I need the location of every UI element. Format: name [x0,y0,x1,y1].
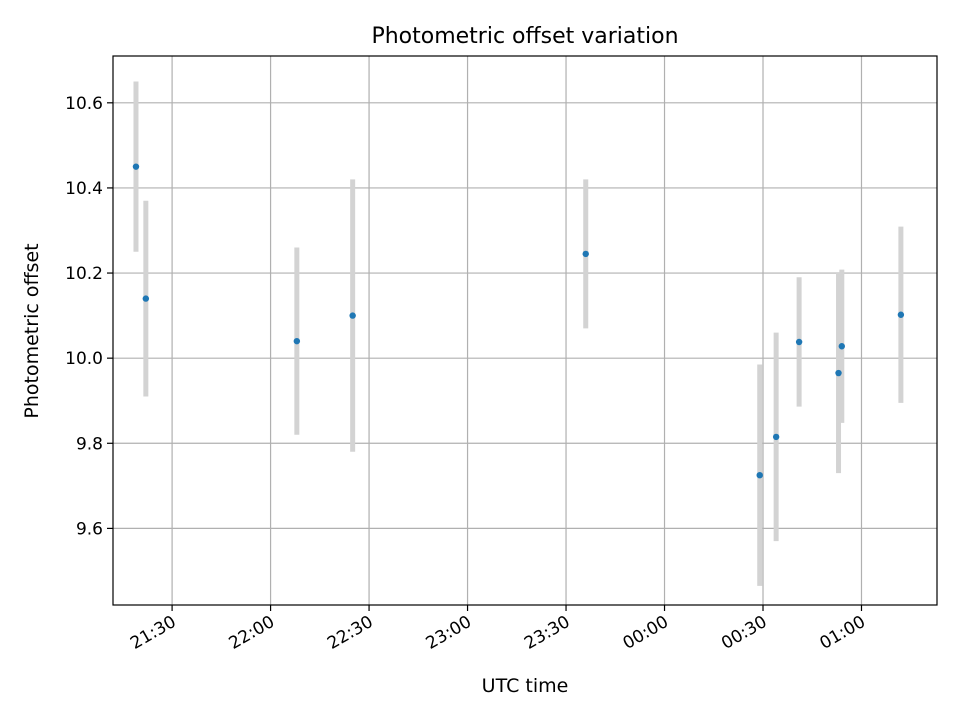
data-point [897,311,905,318]
x-tick-label: 23:30 [521,612,573,654]
y-tick-label: 9.8 [76,434,103,454]
data-point [756,471,763,479]
x-axis-label: UTC time [482,675,569,697]
y-tick-label: 10.0 [65,349,103,369]
data-points [132,163,905,479]
x-tick-label: 22:00 [226,612,278,654]
data-point [293,337,301,345]
x-tick-label: 23:00 [423,612,475,654]
x-tick-label: 00:00 [620,612,672,654]
x-tick-label: 22:30 [324,612,376,654]
plot-frame [112,55,938,606]
y-axis-ticks: 9.6 9.8 10.0 10.2 10.4 10.6 [65,94,113,539]
y-tick-label: 10.6 [65,94,103,114]
data-point [132,163,140,170]
chart-title: Photometric offset variation [371,24,678,49]
x-axis-ticks: 21:30 22:00 22:30 23:00 23:30 00:00 00:30 01:00 [127,605,869,654]
grid-lines [113,56,937,605]
x-tick-label: 00:30 [718,612,770,654]
data-point [582,250,589,258]
data-point [142,295,150,302]
y-tick-label: 10.4 [65,179,103,199]
x-tick-label: 21:30 [127,612,179,654]
x-tick-label: 01:00 [817,612,869,654]
y-tick-label: 10.2 [65,264,103,284]
data-point [349,312,356,319]
data-point [772,433,780,441]
data-point [795,338,803,346]
data-point [838,343,845,350]
y-axis-label: Photometric offset [21,243,43,418]
data-point [835,369,842,377]
error-bars [133,81,904,586]
y-tick-label: 9.6 [76,519,103,539]
